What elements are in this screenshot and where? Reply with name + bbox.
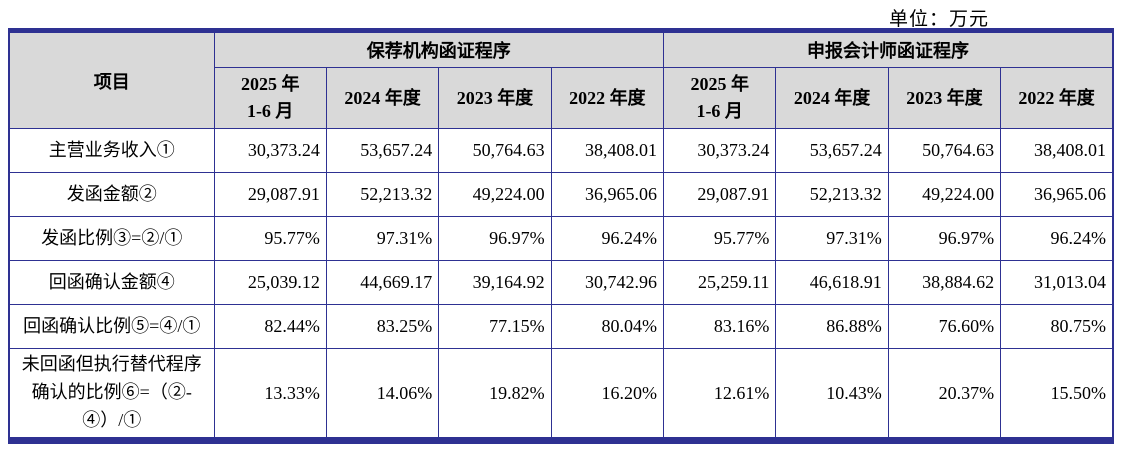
- data-cell: 76.60%: [887, 304, 1002, 349]
- table-row-letters-sent-ratio: 发函比例③=②/① 95.77% 97.31% 96.97% 96.24% 95…: [8, 216, 1114, 261]
- data-cell: 53,657.24: [775, 128, 889, 173]
- data-cell: 96.24%: [550, 216, 665, 261]
- data-cell: 30,373.24: [662, 128, 777, 173]
- row-label: 未回函但执行替代程序确认的比例⑥=（②-④）/①: [8, 348, 215, 441]
- data-cell: 80.75%: [1000, 304, 1114, 349]
- row-label: 回函确认比例⑤=④/①: [8, 304, 215, 349]
- period-header: 2024 年度: [775, 67, 889, 129]
- data-cell: 44,669.17: [325, 260, 440, 305]
- table-row-replies-confirmed-amount: 回函确认金额④ 25,039.12 44,669.17 39,164.92 30…: [8, 260, 1114, 305]
- data-cell: 52,213.32: [325, 172, 440, 217]
- period-header: 2024 年度: [325, 67, 440, 129]
- row-label: 主营业务收入①: [8, 128, 215, 173]
- group-header-sponsor: 保荐机构函证程序: [213, 30, 664, 68]
- data-cell: 83.16%: [662, 304, 777, 349]
- table-row-letters-sent-amount: 发函金额② 29,087.91 52,213.32 49,224.00 36,9…: [8, 172, 1114, 217]
- data-cell: 30,742.96: [550, 260, 665, 305]
- data-cell: 38,408.01: [1000, 128, 1114, 173]
- data-cell: 97.31%: [325, 216, 440, 261]
- data-cell: 86.88%: [775, 304, 889, 349]
- data-cell: 31,013.04: [1000, 260, 1114, 305]
- data-cell: 13.33%: [213, 348, 327, 441]
- data-cell: 36,965.06: [1000, 172, 1114, 217]
- data-cell: 80.04%: [550, 304, 665, 349]
- data-cell: 25,259.11: [662, 260, 777, 305]
- data-cell: 16.20%: [550, 348, 665, 441]
- data-cell: 46,618.91: [775, 260, 889, 305]
- data-cell: 95.77%: [213, 216, 327, 261]
- row-label: 回函确认金额④: [8, 260, 215, 305]
- data-cell: 96.97%: [887, 216, 1002, 261]
- data-cell: 36,965.06: [550, 172, 665, 217]
- data-cell: 95.77%: [662, 216, 777, 261]
- data-cell: 82.44%: [213, 304, 327, 349]
- data-cell: 96.24%: [1000, 216, 1114, 261]
- data-cell: 20.37%: [887, 348, 1002, 441]
- table-row-main-revenue: 主营业务收入① 30,373.24 53,657.24 50,764.63 38…: [8, 128, 1114, 173]
- item-column-header: 项目: [8, 30, 215, 129]
- data-cell: 19.82%: [438, 348, 552, 441]
- data-cell: 29,087.91: [213, 172, 327, 217]
- unit-note: 单位：万元: [888, 9, 989, 30]
- period-header: 2025 年 1-6 月: [662, 67, 777, 129]
- data-cell: 12.61%: [662, 348, 777, 441]
- data-cell: 30,373.24: [213, 128, 327, 173]
- data-cell: 10.43%: [775, 348, 889, 441]
- data-cell: 50,764.63: [887, 128, 1002, 173]
- data-cell: 83.25%: [325, 304, 440, 349]
- group-header-row: 项目 保荐机构函证程序 申报会计师函证程序: [8, 30, 1114, 129]
- period-header: 2022 年度: [550, 67, 665, 129]
- data-cell: 49,224.00: [438, 172, 552, 217]
- period-header: 2023 年度: [887, 67, 1002, 129]
- data-cell: 77.15%: [438, 304, 552, 349]
- data-cell: 97.31%: [775, 216, 889, 261]
- data-cell: 14.06%: [325, 348, 440, 441]
- table-row-replies-confirmed-ratio: 回函确认比例⑤=④/① 82.44% 83.25% 77.15% 80.04% …: [8, 304, 1114, 349]
- period-header: 2022 年度: [1000, 67, 1114, 129]
- data-cell: 49,224.00: [887, 172, 1002, 217]
- group-header-accountant: 申报会计师函证程序: [663, 30, 1114, 68]
- period-header: 2023 年度: [438, 67, 552, 129]
- data-cell: 39,164.92: [438, 260, 552, 305]
- row-label: 发函金额②: [8, 172, 215, 217]
- data-cell: 25,039.12: [213, 260, 327, 305]
- table-row-alternative-procedures-ratio: 未回函但执行替代程序确认的比例⑥=（②-④）/① 13.33% 14.06% 1…: [8, 348, 1114, 441]
- confirmation-procedures-table: 项目 保荐机构函证程序 申报会计师函证程序 2025 年 1-6 月 2024 …: [8, 28, 1114, 444]
- period-header: 2025 年 1-6 月: [213, 67, 327, 129]
- data-cell: 50,764.63: [438, 128, 552, 173]
- data-cell: 29,087.91: [662, 172, 777, 217]
- data-cell: 38,408.01: [550, 128, 665, 173]
- data-cell: 96.97%: [438, 216, 552, 261]
- data-cell: 15.50%: [1000, 348, 1114, 441]
- data-cell: 53,657.24: [325, 128, 440, 173]
- data-cell: 52,213.32: [775, 172, 889, 217]
- data-cell: 38,884.62: [887, 260, 1002, 305]
- row-label: 发函比例③=②/①: [8, 216, 215, 261]
